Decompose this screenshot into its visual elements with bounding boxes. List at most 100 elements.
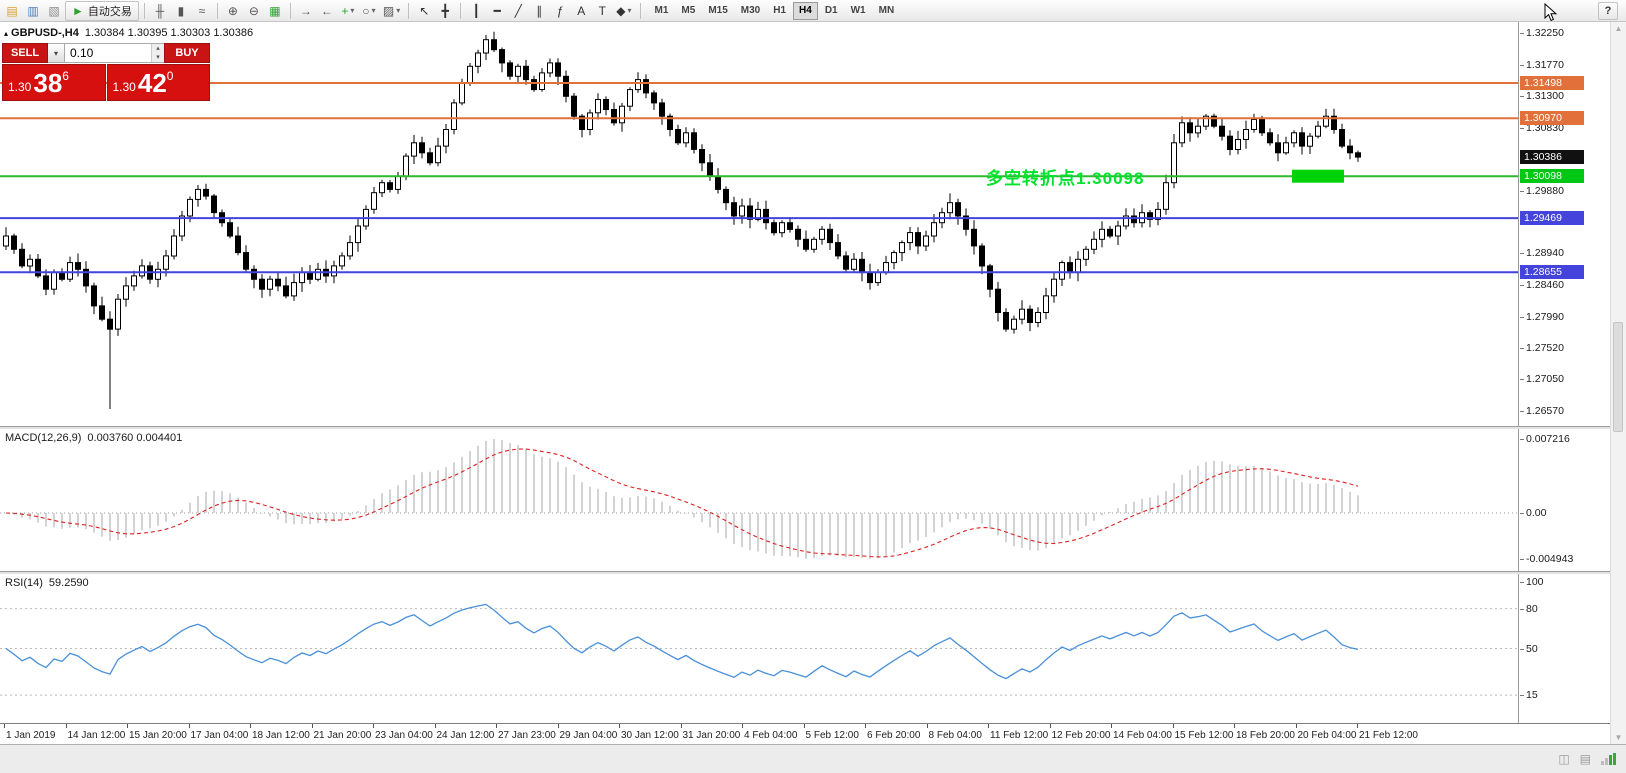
timeframe-d1[interactable]: D1 (819, 2, 844, 20)
time-axis-label: 31 Jan 20:00 (682, 730, 741, 741)
arrows-icon: ◆ (616, 3, 626, 18)
macd-axis[interactable]: 0.007216 0.00 -0.004943 (1518, 429, 1610, 571)
tile-windows-icon: ▦ (269, 3, 281, 18)
timeframe-h1[interactable]: H1 (767, 2, 792, 20)
timeframe-mn[interactable]: MN (873, 2, 901, 20)
rsi-chart[interactable] (0, 574, 1518, 723)
buy-price-big: 1.30 (112, 80, 136, 94)
templates-button[interactable]: ▨ ▾ (380, 1, 403, 21)
scrollbar-thumb[interactable] (1613, 322, 1623, 432)
time-axis-label: 21 Jan 20:00 (313, 730, 372, 741)
timeframe-w1[interactable]: W1 (845, 2, 872, 20)
candlestick-chart-button[interactable]: ▮ (171, 1, 191, 21)
symbol-label: ▴ GBPUSD-,H4 1.30384 1.30395 1.30303 1.303… (4, 27, 253, 39)
zoom-in-button[interactable]: ⊕ (223, 1, 243, 21)
panel-splitter[interactable] (0, 426, 1610, 429)
vertical-line-button[interactable]: ┃ (466, 1, 486, 21)
bar-chart-icon: ╫ (155, 3, 165, 18)
time-axis-label: 14 Feb 04:00 (1113, 730, 1172, 741)
macd-chart[interactable] (0, 429, 1518, 571)
chart-workspace: ▴ GBPUSD-,H4 1.30384 1.30395 1.30303 1.303… (0, 22, 1626, 744)
mailbox-icon[interactable]: ▤ (1579, 752, 1591, 766)
arrows-button[interactable]: ◆ ▾ (613, 1, 634, 21)
crosshair-button[interactable]: ╋ (435, 1, 455, 21)
one-click-collapse-icon[interactable]: ▴ (4, 29, 9, 38)
trendline-button[interactable]: ╱ (508, 1, 528, 21)
profiles-button[interactable]: ▧ (44, 1, 64, 21)
panel-splitter[interactable] (0, 571, 1610, 574)
cursor-button[interactable]: ↖ (414, 1, 434, 21)
rsi-axis-label: 80 (1520, 602, 1538, 615)
price-axis-label: 1.27050 (1520, 373, 1564, 386)
auto-scroll-button[interactable]: → (296, 1, 316, 21)
time-axis-label: 18 Jan 12:00 (252, 730, 310, 741)
price-badge: 1.30386 (1520, 150, 1584, 165)
text-button[interactable]: A (571, 1, 591, 21)
periods-icon: ○ (362, 3, 370, 18)
alerts-icon[interactable]: ◫ (1558, 752, 1570, 766)
time-axis-tick (250, 724, 251, 728)
periods-button[interactable]: ○ ▾ (359, 1, 379, 21)
text-label-button[interactable]: T (592, 1, 612, 21)
vertical-scrollbar[interactable]: ▲ ▼ (1610, 22, 1626, 744)
scroll-up-icon[interactable]: ▲ (1614, 24, 1623, 33)
buy-price-tile[interactable]: 1.30 42 0 (106, 64, 210, 101)
timeframe-m30[interactable]: M30 (735, 2, 766, 20)
annotation-text[interactable]: 多空转折点1.30098 (986, 169, 1145, 189)
time-axis-label: 4 Feb 04:00 (744, 730, 798, 741)
one-click-dropdown[interactable]: ▾ (48, 43, 65, 63)
fibonacci-button[interactable]: ƒ (550, 1, 570, 21)
zoom-out-button[interactable]: ⊖ (244, 1, 264, 21)
toolbar-separator (460, 2, 462, 19)
toolbar-separator (216, 2, 218, 19)
auto-trading-button[interactable]: ► 自动交易 (65, 0, 139, 21)
time-axis-tick (1172, 724, 1174, 728)
time-axis-label: 21 Feb 12:00 (1359, 730, 1418, 741)
fibonacci-icon: ƒ (556, 3, 564, 18)
sell-button[interactable]: SELL (2, 43, 48, 63)
scroll-down-icon[interactable]: ▼ (1614, 733, 1623, 742)
time-axis-tick (188, 724, 190, 728)
rsi-axis-label: 100 (1520, 576, 1544, 588)
bar-chart-button[interactable]: ╫ (150, 1, 170, 21)
volume-input[interactable] (65, 44, 151, 62)
volume-down-icon[interactable]: ▾ (152, 53, 164, 62)
status-bar: ◫ ▤ (0, 744, 1626, 773)
time-axis-tick (311, 724, 313, 728)
macd-label: MACD(12,26,9) 0.003760 0.004401 (5, 432, 183, 444)
macd-signal-line (5, 448, 1359, 558)
time-axis-label: 24 Jan 12:00 (436, 730, 495, 741)
toolbar-separator (639, 2, 641, 19)
price-chart[interactable] (0, 22, 1518, 426)
equidistant-channel-button[interactable]: ∥ (529, 1, 549, 21)
rsi-axis[interactable]: 100 80 50 15 (1518, 574, 1610, 723)
rsi-line (5, 603, 1359, 680)
sell-price-tile[interactable]: 1.30 38 6 (2, 64, 106, 101)
help-button[interactable]: ? (1598, 1, 1618, 20)
price-axis-label: 1.27990 (1520, 310, 1564, 323)
tile-windows-button[interactable]: ▦ (265, 1, 285, 21)
price-badge: 1.31498 (1520, 76, 1584, 91)
time-axis-tick (1049, 724, 1051, 728)
highlight-rectangle[interactable] (1292, 169, 1344, 183)
new-order-button[interactable]: ▤ (2, 1, 22, 21)
save-profile-icon: ▥ (27, 3, 39, 18)
save-profile-button[interactable]: ▥ (23, 1, 43, 21)
price-axis[interactable]: 1.32250 1.31770 1.31300 1.30830 1.29880 1.289… (1518, 22, 1610, 426)
timeframe-m15[interactable]: M15 (702, 2, 733, 20)
one-click-trading-panel: SELL ▾ ▴ ▾ BUY 1.30386 (2, 43, 210, 101)
timeframe-h4[interactable]: H4 (793, 1, 818, 20)
time-axis[interactable]: 1 Jan 2019 14 Jan 12:00 15 Jan 20:00 17 Jan… (0, 723, 1610, 744)
volume-up-icon[interactable]: ▴ (152, 44, 164, 53)
horizontal-line-button[interactable]: ━ (487, 1, 507, 21)
macd-values: 0.003760 0.004401 (87, 432, 183, 444)
timeframe-m5[interactable]: M5 (675, 2, 701, 20)
time-axis-tick (65, 724, 67, 728)
chart-shift-button[interactable]: ← (317, 1, 337, 21)
macd-axis-label: 0.007216 (1520, 433, 1570, 445)
time-axis-label: 30 Jan 12:00 (621, 730, 679, 741)
buy-button[interactable]: BUY (164, 43, 210, 63)
new-chart-button[interactable]: + ▾ (338, 1, 358, 21)
timeframe-m1[interactable]: M1 (649, 2, 675, 20)
line-chart-button[interactable]: ≈ (192, 1, 212, 21)
